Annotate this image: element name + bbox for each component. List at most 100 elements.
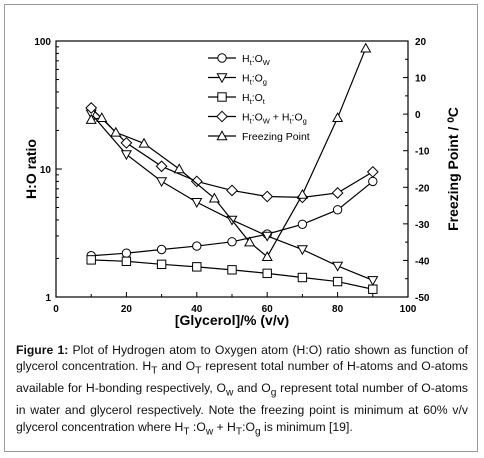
legend-label: Ht​:Og​: [242, 73, 267, 87]
data-point: [120, 136, 133, 149]
x-tick-label: 20: [121, 304, 133, 315]
data-point: [208, 192, 220, 203]
legend-label: Ht​:OW​ + Ht​:Og​: [242, 112, 307, 126]
x-tick-label: 60: [262, 304, 274, 315]
legend-text: H: [242, 112, 250, 124]
series-3: [85, 102, 379, 204]
legend-subscript: g: [263, 78, 267, 87]
data-point: [155, 160, 168, 173]
data-point: [192, 262, 202, 272]
caption-sub: w: [205, 425, 214, 437]
x-tick-label: 80: [332, 304, 344, 315]
figure-frame: [4, 4, 478, 452]
data-point: [156, 177, 168, 188]
data-point: [332, 112, 344, 122]
data-point: [297, 219, 308, 229]
legend-subscript: t: [250, 58, 253, 67]
legend-text: H: [242, 92, 250, 104]
caption-text: Plot of Hydrogen atom to Oxygen atom (H:…: [16, 343, 469, 374]
caption-text: is minimum [19].: [260, 419, 353, 434]
caption-sub: T: [235, 425, 243, 437]
y-right-tick-label: -30: [415, 220, 430, 231]
legend-marker: [216, 110, 228, 123]
caption-sub: T: [151, 365, 158, 377]
data-point: [332, 261, 344, 272]
legend-text: Freezing Point: [242, 131, 310, 143]
legend-subscript: W: [263, 117, 271, 126]
legend-text: :O: [252, 73, 263, 85]
data-point: [190, 175, 203, 188]
data-point: [191, 198, 203, 208]
data-point: [156, 259, 167, 270]
caption-text: and O: [233, 381, 271, 396]
legend-subscript: t: [250, 78, 253, 87]
y-right-tick-label: -20: [415, 183, 430, 194]
y-right-tick-label: -40: [415, 256, 430, 267]
y-left-tick-label: 100: [34, 37, 51, 48]
y-right-tick-label: -50: [415, 293, 430, 304]
y-left-tick-label: 1: [45, 293, 51, 304]
data-point: [120, 150, 132, 161]
data-point: [227, 265, 237, 275]
data-point: [368, 176, 378, 187]
data-point: [156, 244, 167, 255]
y-right-tick-label: -10: [415, 147, 430, 158]
data-point: [244, 236, 256, 247]
series-layer: [85, 42, 379, 294]
data-point: [261, 231, 273, 242]
legend-label: Freezing Point: [242, 131, 310, 143]
x-axis-label: [Glycerol]/% (v/v): [175, 312, 289, 328]
plot-area: [55, 40, 409, 298]
series-2: [86, 255, 378, 294]
data-point: [332, 276, 343, 287]
legend-label: Ht​:OW​: [242, 53, 271, 67]
data-point: [85, 102, 98, 114]
series-line: [90, 107, 374, 198]
data-point: [173, 163, 185, 174]
data-point: [360, 42, 372, 53]
series-line: [91, 48, 367, 258]
figure-caption: Figure 1: Plot of Hydrogen atom to Oxyge…: [16, 342, 468, 440]
caption-text: represent total number of O-atoms in wat…: [16, 381, 469, 434]
data-point: [261, 190, 274, 203]
legend-text: :O: [292, 112, 303, 124]
caption-sub: g: [270, 387, 277, 399]
data-point: [85, 113, 97, 124]
x-tick-label: 40: [191, 304, 203, 315]
caption-sub: g: [254, 425, 261, 437]
legend-label: Ht​:Ot​: [242, 92, 266, 106]
y-right-tick-label: 0: [415, 110, 421, 121]
data-point: [110, 126, 122, 137]
data-point: [296, 188, 308, 199]
legend-text: :O: [252, 112, 263, 124]
data-point: [121, 256, 132, 267]
caption-text: :O: [242, 419, 255, 434]
caption-text: represent total number of H-atoms and O-…: [16, 359, 469, 396]
data-point: [366, 165, 379, 178]
caption-text: and O: [157, 359, 196, 374]
data-point: [96, 112, 108, 122]
y-axis-left-label: H:O ratio: [23, 139, 39, 199]
caption-label: Figure 1:: [16, 343, 69, 357]
series-line: [91, 259, 373, 290]
x-tick-label: 100: [400, 304, 417, 315]
x-tick-label: 0: [53, 304, 59, 315]
data-point: [261, 251, 273, 261]
caption-text: + H: [213, 419, 236, 434]
data-point: [86, 255, 96, 265]
data-point: [296, 245, 308, 256]
legend-marker: [216, 130, 228, 141]
data-point: [121, 248, 132, 258]
legend-subscript: t: [263, 97, 266, 106]
legend-subscript: t: [289, 117, 292, 126]
legend-text: H: [242, 53, 250, 65]
data-point: [367, 276, 379, 287]
y-right-tick-label: 20: [415, 37, 427, 48]
caption-sub: T: [195, 365, 202, 377]
legend-subscript: W: [263, 58, 271, 67]
caption-sub: w: [226, 387, 234, 399]
data-point: [331, 187, 344, 199]
data-point: [332, 205, 343, 215]
